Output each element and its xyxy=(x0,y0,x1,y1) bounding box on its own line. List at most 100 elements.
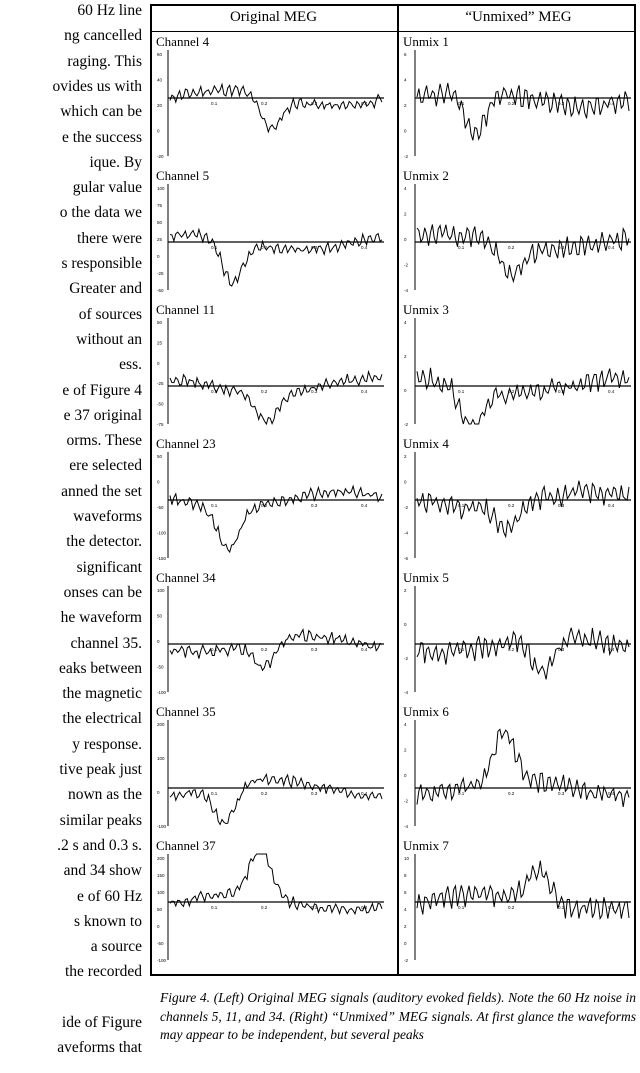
x-tick-label: 0.2 xyxy=(261,905,268,910)
y-tick-label: 25 xyxy=(157,340,163,345)
body-text-line: channel 35. xyxy=(70,634,142,652)
body-text-line: Greater and xyxy=(69,280,142,298)
panel-label: Channel 34 xyxy=(156,570,216,585)
body-text-line: there were xyxy=(77,229,142,247)
y-tick-label: 0 xyxy=(404,129,407,134)
body-text-line: of sources xyxy=(78,305,142,323)
x-tick-label: 0.2 xyxy=(508,905,515,910)
x-tick-label: 0.4 xyxy=(361,245,368,250)
x-tick-label: 0.4 xyxy=(361,647,368,652)
channel-panel: Channel 11 50 25 0 -25 -50 -75 0.1 0.2 0.3 0.4 xyxy=(156,302,392,434)
body-text-line: onses can be xyxy=(63,583,142,601)
x-tick-label: 0.1 xyxy=(458,791,465,796)
y-tick-label: 20 xyxy=(157,103,163,108)
x-tick-label: 0.1 xyxy=(458,503,465,508)
y-tick-label: 0 xyxy=(157,480,160,485)
y-tick-label: 6 xyxy=(404,890,407,895)
x-tick-label: 0.3 xyxy=(311,647,318,652)
channel-panel: Channel 23 50 0 -50 -100 -150 0.1 0.2 0.3 0.4 xyxy=(156,436,392,568)
y-tick-label: -2 xyxy=(404,958,408,963)
x-tick-label: 0.1 xyxy=(458,389,465,394)
waveform-plot: 200 100 0 -100 0.1 0.2 0.3 0.4 xyxy=(157,720,384,829)
body-text-line: ere selected xyxy=(69,457,142,475)
y-tick-label: -4 xyxy=(404,288,408,293)
body-text-line: anned the set xyxy=(61,482,142,500)
y-tick-label: 50 xyxy=(157,320,163,325)
y-tick-label: -4 xyxy=(404,824,408,829)
y-tick-label: -2 xyxy=(404,505,408,510)
figure-4: Original MEG “Unmixed” MEG Channel 4 60 40… xyxy=(150,4,636,976)
panel-label: Channel 4 xyxy=(156,34,210,49)
x-tick-label: 0.1 xyxy=(211,647,218,652)
y-tick-label: 0 xyxy=(404,237,407,242)
x-tick-label: 0.2 xyxy=(261,647,268,652)
x-tick-label: 0.2 xyxy=(508,647,515,652)
x-tick-label: 0.2 xyxy=(508,389,515,394)
y-tick-label: -50 xyxy=(157,941,164,946)
x-tick-label: 0.3 xyxy=(558,389,565,394)
y-tick-label: 200 xyxy=(157,722,165,727)
y-tick-label: 0 xyxy=(404,941,407,946)
channel-panel: Channel 34 100 50 0 -50 -100 0.1 0.2 0.3 0.4 xyxy=(156,570,392,702)
panel-label: Unmix 2 xyxy=(403,168,449,183)
y-tick-label: 2 xyxy=(404,588,407,593)
unmix-panel: Unmix 7 10 8 6 4 2 0 -2 0.1 0.2 0.3 0.4 xyxy=(403,838,639,970)
body-text-line: the detector. xyxy=(66,533,142,551)
waveform-trace xyxy=(416,627,630,680)
channel-panel: Channel 4 60 40 20 0 -20 0.1 0.2 0.3 0.4 xyxy=(156,34,392,166)
body-text-line: gular value xyxy=(72,179,142,197)
waveform-trace xyxy=(416,480,630,539)
y-tick-label: 10 xyxy=(404,856,410,861)
y-tick-label: 2 xyxy=(404,454,407,459)
y-tick-label: 4 xyxy=(404,907,407,912)
y-tick-label: 60 xyxy=(157,52,163,57)
body-text-line: ng cancelled xyxy=(64,27,142,45)
x-tick-label: 0.2 xyxy=(508,101,515,106)
x-tick-label: 0.4 xyxy=(608,245,615,250)
y-tick-label: 2 xyxy=(404,354,407,359)
body-text-line: without an xyxy=(76,330,142,348)
x-tick-label: 0.3 xyxy=(311,389,318,394)
y-tick-label: -2 xyxy=(404,799,408,804)
x-tick-label: 0.3 xyxy=(558,905,565,910)
y-tick-label: 0 xyxy=(157,639,160,644)
y-tick-label: 75 xyxy=(157,203,163,208)
waveform-trace xyxy=(169,627,383,672)
x-tick-label: 0.4 xyxy=(608,101,615,106)
body-text-line: the recorded xyxy=(64,963,142,981)
x-tick-label: 0.1 xyxy=(211,245,218,250)
x-tick-label: 0.4 xyxy=(361,389,368,394)
y-tick-label: 2 xyxy=(404,212,407,217)
waveform-trace xyxy=(416,728,630,807)
y-tick-label: 100 xyxy=(157,890,165,895)
x-tick-label: 0.3 xyxy=(558,245,565,250)
x-tick-label: 0.1 xyxy=(458,905,465,910)
waveform-plot: 50 25 0 -25 -50 -75 0.1 0.2 0.3 0.4 xyxy=(157,318,384,427)
x-tick-label: 0.3 xyxy=(311,503,318,508)
x-tick-label: 0.2 xyxy=(261,791,268,796)
y-tick-label: -100 xyxy=(157,824,167,829)
x-tick-label: 0.1 xyxy=(211,791,218,796)
y-tick-label: 4 xyxy=(404,320,407,325)
panel-label: Channel 37 xyxy=(156,838,216,853)
body-text-line: s responsible xyxy=(61,255,142,272)
unmix-panel: Unmix 4 2 0 -2 -4 -6 0.1 0.2 0.3 0.4 xyxy=(403,436,639,568)
y-tick-label: 100 xyxy=(157,186,165,191)
x-tick-label: 0.1 xyxy=(211,905,218,910)
body-text-line: 60 Hz line xyxy=(77,2,142,19)
body-text-line: orms. These xyxy=(66,432,142,450)
panel-label: Unmix 4 xyxy=(403,436,449,451)
body-text-line: e 37 original xyxy=(63,406,142,424)
x-tick-label: 0.4 xyxy=(361,503,368,508)
y-tick-label: 6 xyxy=(404,52,407,57)
x-tick-label: 0.4 xyxy=(608,389,615,394)
x-tick-label: 0.3 xyxy=(558,791,565,796)
y-tick-label: 0 xyxy=(157,924,160,929)
y-tick-label: -50 xyxy=(157,288,164,293)
panel-label: Unmix 6 xyxy=(403,704,449,719)
y-tick-label: 0 xyxy=(157,790,160,795)
y-tick-label: -50 xyxy=(157,505,164,510)
column-divider xyxy=(397,6,399,974)
y-tick-label: 0 xyxy=(157,361,160,366)
channel-panel: Channel 37 200 150 100 50 0 -50 -100 0.1 0.2 0.3 0.… xyxy=(156,838,392,970)
